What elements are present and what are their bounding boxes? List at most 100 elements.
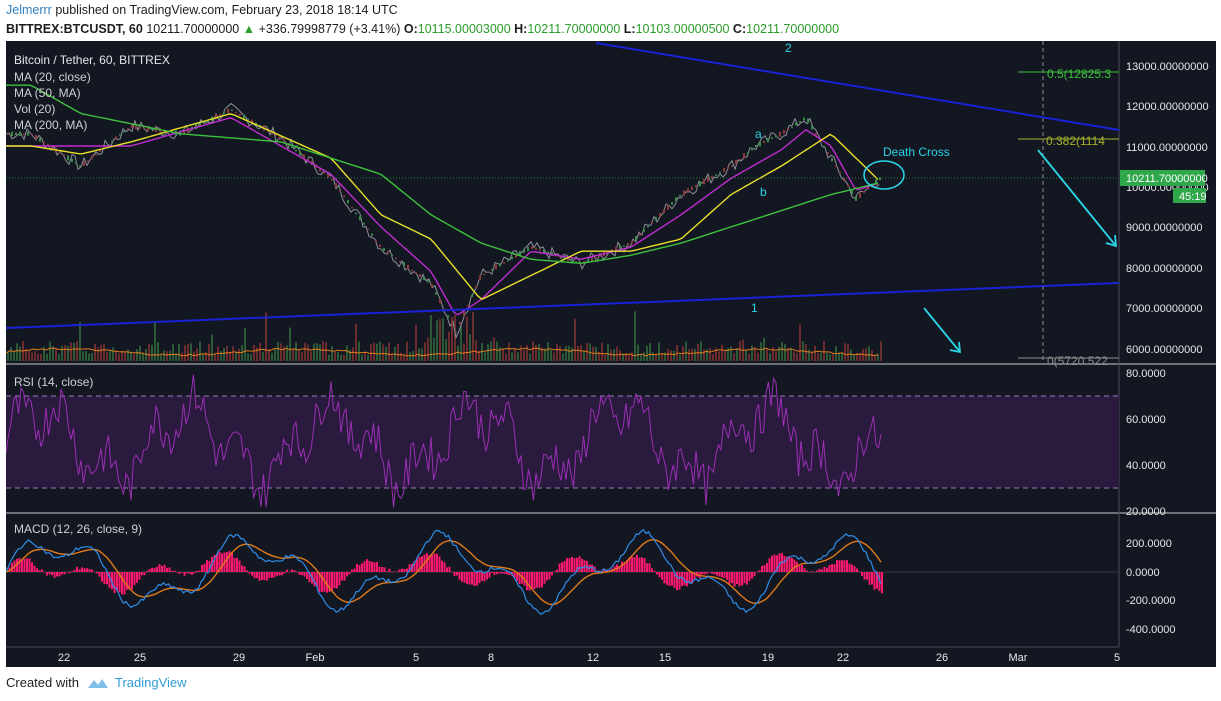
fib-0-label: 0(5720.522 [1047,354,1108,368]
price-candle [403,261,405,266]
volume-bar [61,345,63,361]
time-tick: 12 [587,652,599,664]
time-tick: Mar [1009,652,1028,664]
macd-histogram-bar [221,553,223,572]
macd-histogram-bar [378,566,381,572]
macd-histogram-bar [116,572,118,591]
volume-bar [736,348,738,361]
open-value: 10115.00003000 [417,22,511,36]
macd-histogram-bar [171,571,173,572]
macd-histogram-bar [793,559,796,572]
price-candle [335,183,337,188]
macd-histogram-bar [336,572,338,589]
price-candle [363,222,365,225]
price-candle [95,153,97,156]
macd-histogram-bar [871,572,873,585]
macd-histogram-bar [91,569,93,572]
price-candle [475,285,477,288]
price-candle [783,129,785,134]
price-candle [823,145,825,148]
volume-bar [469,334,471,361]
volume-bar [778,347,780,361]
macd-histogram-bar [333,572,336,589]
volume-bar [718,351,720,361]
volume-bar [64,345,66,361]
volume-bar [262,352,264,361]
macd-histogram-bar [263,572,266,581]
macd-histogram-bar [363,561,366,572]
volume-bar [853,354,855,361]
macd-histogram-bar [353,568,356,572]
volume-bar [433,337,435,361]
macd-histogram-bar [461,572,463,582]
price-candle [23,133,25,136]
tradingview-link[interactable]: TradingView [114,675,187,690]
macd-histogram-bar [328,572,331,592]
macd-histogram-bar [338,572,341,586]
price-candle [807,118,809,124]
price-candle [711,175,713,179]
volume-bar [304,342,306,361]
macd-histogram-bar [236,557,238,572]
price-candle [875,179,877,185]
macd-histogram-bar [283,572,286,574]
macd-histogram-bar [741,572,743,586]
macd-histogram-bar [708,572,711,573]
volume-bar [649,343,651,361]
volume-bar [340,354,342,361]
macd-histogram-bar [183,572,186,576]
macd-histogram-bar [813,572,816,573]
macd-histogram-bar [316,572,318,587]
volume-bar [16,343,18,361]
volume-bar [829,354,831,361]
macd-histogram-bar [248,572,251,574]
volume-bar [724,350,726,361]
volume-bar [349,349,351,361]
price-candle [535,247,537,250]
price-candle [223,112,225,114]
macd-histogram-bar [823,566,826,572]
volume-bar [880,341,882,361]
macd-histogram-bar [346,572,348,577]
volume-bar [118,353,120,361]
price-candle [703,178,705,185]
price-candle [559,255,561,258]
macd-histogram-bar [576,557,578,572]
death-cross-label: Death Cross [883,145,950,159]
volume-bar [574,318,576,361]
price-candle [767,138,769,143]
macd-lines [6,528,883,616]
chart-svg[interactable]: 0.5(12825.3 0.382(1114 0(5720.522 Death … [6,41,1216,667]
price-candle [515,253,517,258]
macd-histogram-bar [868,572,871,585]
volume-bar [475,340,477,361]
volume-bar [655,354,657,361]
price-candle [99,149,101,152]
macd-histogram-bar [536,572,538,588]
macd-histogram-bar [631,556,633,572]
macd-histogram-bar [496,572,498,575]
macd-histogram-bar [451,572,453,573]
macd-histogram-bar [58,572,61,577]
volume-bar [202,354,204,361]
author-link[interactable]: Jelmerrr [6,3,52,17]
volume-bar [220,351,222,361]
indicator-ma200: MA (200, MA) [14,118,87,132]
down-arrow-icon [923,307,962,354]
price-candle [235,111,237,114]
price-candle [359,216,361,221]
macd-histogram-bar [481,572,483,581]
macd-histogram-bar [381,566,383,572]
price-candle [835,165,837,168]
macd-histogram-bar [558,563,561,572]
price-candle [407,264,409,269]
chart-area[interactable]: 0.5(12825.3 0.382(1114 0(5720.522 Death … [6,41,1216,667]
macd-histogram-bar [491,572,493,573]
footer: Created with TradingView [6,675,187,690]
macd-histogram-bar [878,572,881,591]
macd-histogram-bar [36,568,38,572]
volume-bar [631,352,633,361]
low-value: 10103.00000500 [635,22,730,36]
volume-bar [535,344,537,361]
volume-bar [163,350,165,361]
